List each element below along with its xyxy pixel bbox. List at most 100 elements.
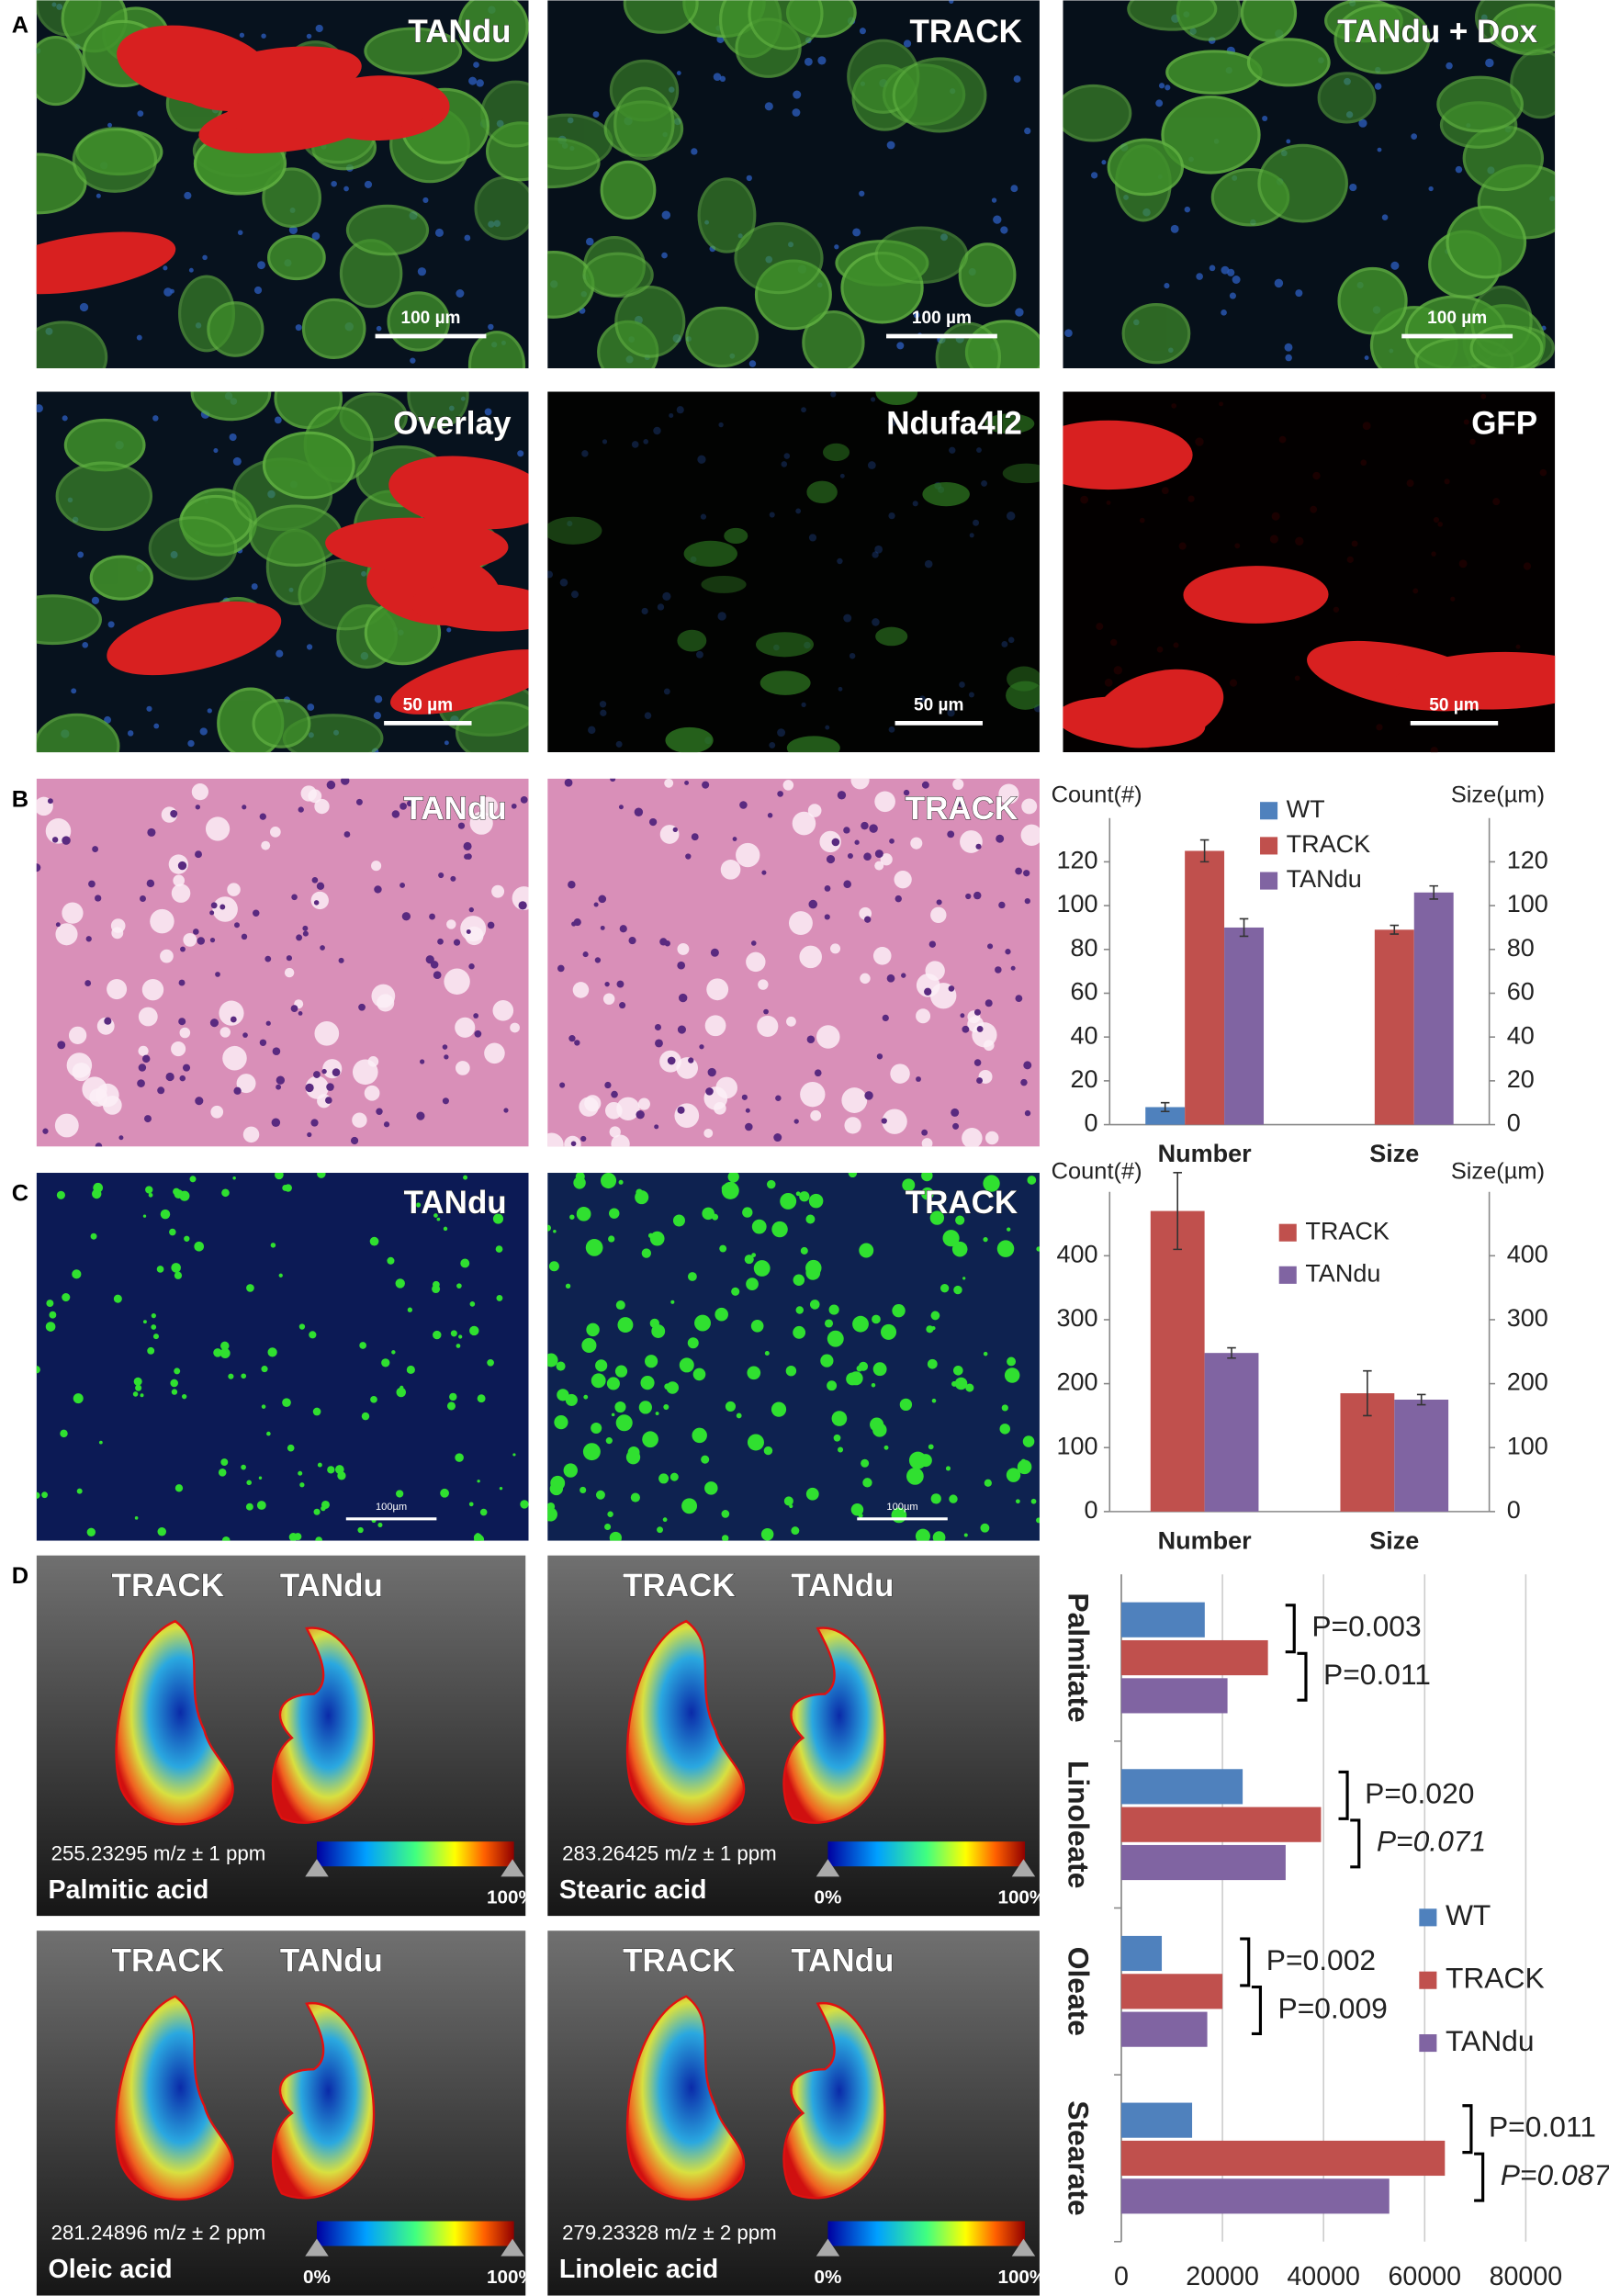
- nucleus: [852, 228, 861, 237]
- nucleus: [801, 407, 806, 413]
- green-spot: [786, 736, 840, 753]
- lipid-droplet: [929, 1210, 945, 1225]
- nucleus: [1360, 459, 1367, 467]
- nucleus: [399, 803, 407, 810]
- green-cell: [89, 555, 153, 601]
- mz-label: 281.24896 m/z ± 2 ppm: [51, 2222, 266, 2245]
- nucleus: [331, 180, 337, 187]
- annotation: P=0.087: [1501, 2158, 1609, 2191]
- significance-bracket: [1285, 1604, 1296, 1654]
- green-cell: [467, 331, 526, 369]
- green-spot: [547, 516, 602, 545]
- nucleus: [140, 895, 146, 902]
- vacuole: [242, 1126, 260, 1143]
- lipid-droplet: [56, 1190, 65, 1199]
- image-panel: TANdu + Dox 100 µm: [1063, 0, 1556, 369]
- y2-axis-title: Size(µm): [1451, 1159, 1545, 1185]
- nucleus: [777, 728, 786, 737]
- vacuole: [874, 791, 895, 813]
- nucleus: [213, 448, 219, 454]
- nucleus: [976, 447, 982, 453]
- nucleus: [741, 1094, 748, 1100]
- vacuole: [609, 1126, 621, 1138]
- nucleus: [1104, 678, 1113, 687]
- nucleus: [468, 906, 474, 913]
- nucleus: [570, 1141, 577, 1147]
- vacuole: [894, 871, 912, 889]
- nucleus: [437, 938, 444, 945]
- nucleus: [644, 712, 652, 719]
- red-tubule: [1093, 669, 1224, 748]
- lipid-droplet: [983, 1351, 988, 1356]
- nucleus: [547, 570, 554, 579]
- nucleus: [981, 479, 988, 487]
- nucleus: [332, 1068, 341, 1076]
- nucleus: [316, 882, 325, 890]
- lipid-droplet: [387, 1256, 395, 1265]
- lipid-droplet: [983, 1175, 1000, 1192]
- nucleus: [1433, 516, 1440, 523]
- lipid-droplet: [808, 1193, 824, 1209]
- nucleus: [170, 288, 174, 294]
- nucleus: [442, 1097, 449, 1105]
- lipid-droplet: [721, 1181, 739, 1199]
- kidney: [782, 2002, 886, 2200]
- nucleus: [969, 533, 974, 538]
- red-tubule: [1183, 566, 1329, 624]
- nucleus: [42, 1128, 49, 1134]
- nucleus: [834, 244, 839, 250]
- nucleus: [374, 885, 382, 894]
- vacuole: [882, 1109, 907, 1134]
- lipid-droplet: [173, 1187, 180, 1196]
- y2-tick-label: 400: [1507, 1240, 1548, 1267]
- lipid-droplet: [287, 1444, 295, 1452]
- lipid-droplet: [469, 1325, 479, 1336]
- nucleus: [745, 1122, 753, 1131]
- lipid-droplet: [747, 1434, 764, 1451]
- nucleus: [1091, 172, 1098, 179]
- nucleus: [1024, 898, 1030, 905]
- lipid-droplet: [638, 1401, 652, 1414]
- nucleus: [913, 311, 920, 319]
- error-bar: [1227, 1346, 1236, 1359]
- green-cell: [1446, 205, 1527, 279]
- nucleus: [1234, 543, 1241, 549]
- nucleus: [573, 918, 581, 927]
- lipid-droplet: [595, 1359, 608, 1372]
- nucleus: [170, 809, 178, 818]
- nucleus: [288, 225, 298, 235]
- nucleus: [1362, 422, 1371, 431]
- nucleus: [373, 712, 381, 720]
- error-bar: [1239, 917, 1249, 938]
- nucleus: [364, 180, 373, 188]
- nucleus: [1113, 666, 1123, 675]
- nucleus: [457, 822, 466, 829]
- nucleus: [57, 1041, 66, 1050]
- vacuole: [962, 1128, 983, 1147]
- lipid-droplet: [630, 1492, 640, 1503]
- lipid-droplet: [861, 1458, 870, 1468]
- lipid-droplet: [36, 1491, 40, 1499]
- nucleus: [1406, 479, 1414, 488]
- green-cell: [1165, 50, 1263, 95]
- green-cell: [36, 35, 85, 107]
- lipid-droplet: [140, 1393, 144, 1398]
- vacuole: [880, 853, 893, 866]
- y2-tick-label: 300: [1507, 1304, 1548, 1332]
- lipid-droplet: [805, 1487, 819, 1501]
- nucleus: [574, 1040, 580, 1046]
- nucleus: [1020, 1078, 1028, 1086]
- lipid-droplet: [828, 1304, 839, 1315]
- nucleus: [473, 1013, 479, 1019]
- image-panel: GFP 50 µm: [1063, 391, 1556, 753]
- lipid-droplet: [194, 1241, 205, 1252]
- lipid-droplet: [604, 1523, 612, 1531]
- bar: [1120, 2178, 1390, 2214]
- nucleus: [511, 803, 517, 809]
- nucleus: [973, 891, 982, 900]
- lipid-droplet: [670, 1300, 675, 1304]
- nucleus: [95, 895, 102, 902]
- lipid-droplet: [181, 1393, 187, 1400]
- green-cell: [190, 391, 272, 422]
